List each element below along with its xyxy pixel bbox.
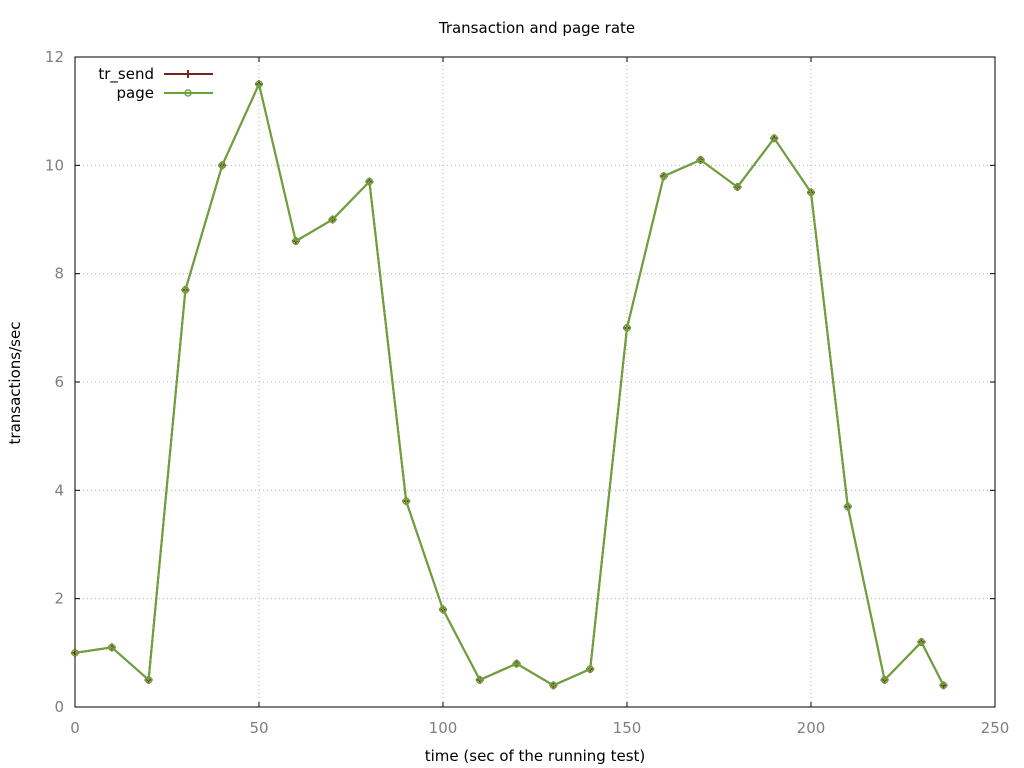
data-point-page <box>917 638 926 646</box>
data-point-page <box>181 286 190 294</box>
data-point-page <box>586 665 594 673</box>
data-point-page <box>439 605 447 614</box>
legend-marker-page <box>184 89 192 97</box>
y-axis-label: transactions/sec <box>6 322 24 445</box>
data-point-page <box>71 649 79 657</box>
data-point-page <box>844 502 852 511</box>
data-point-page <box>623 324 631 332</box>
data-point-page <box>402 497 410 505</box>
x-axis-label: time (sec of the running test) <box>425 747 646 765</box>
y-tick-label: 2 <box>54 590 64 608</box>
data-point-page <box>660 172 668 180</box>
data-point-page <box>365 177 374 186</box>
data-point-page <box>218 161 226 170</box>
data-point-page <box>733 183 742 191</box>
legend-marker-tr_send <box>184 70 192 78</box>
data-point-page <box>476 676 484 684</box>
data-point-page <box>770 134 778 142</box>
legend-label-tr_send: tr_send <box>98 65 154 84</box>
y-tick-label: 12 <box>45 48 64 66</box>
data-point-page <box>108 643 116 652</box>
y-tick-label: 4 <box>54 481 64 499</box>
x-tick-label: 150 <box>613 719 642 737</box>
chart-title: Transaction and page rate <box>438 19 635 37</box>
data-point-page <box>880 676 889 684</box>
data-point-page <box>939 681 948 690</box>
data-point-page <box>292 237 300 245</box>
data-point-page <box>255 80 263 88</box>
x-tick-label: 250 <box>981 719 1010 737</box>
y-tick-label: 0 <box>54 698 64 716</box>
series-tr_send <box>71 80 948 690</box>
series-line-page <box>74 83 945 687</box>
axes: 0 50 100 150 200 250 0 2 4 6 8 10 12 <box>45 48 1009 737</box>
data-point-page <box>807 188 815 197</box>
plot-border <box>74 56 996 708</box>
x-tick-label: 50 <box>249 719 268 737</box>
data-point-page <box>144 676 153 684</box>
y-tick-label: 10 <box>45 156 64 174</box>
data-point-page <box>549 681 558 690</box>
x-tick-label: 200 <box>797 719 826 737</box>
series-line-tr_send <box>74 83 945 687</box>
x-tick-label: 100 <box>429 719 458 737</box>
data-point-page <box>328 215 337 224</box>
x-tick-label: 0 <box>70 719 80 737</box>
y-tick-label: 6 <box>54 373 64 391</box>
series-page <box>71 80 948 690</box>
series <box>71 80 948 690</box>
y-tick-label: 8 <box>54 265 64 283</box>
legend-label-page: page <box>117 84 154 102</box>
data-point-page <box>512 659 521 668</box>
data-point-page <box>696 156 705 164</box>
grid <box>75 57 995 707</box>
